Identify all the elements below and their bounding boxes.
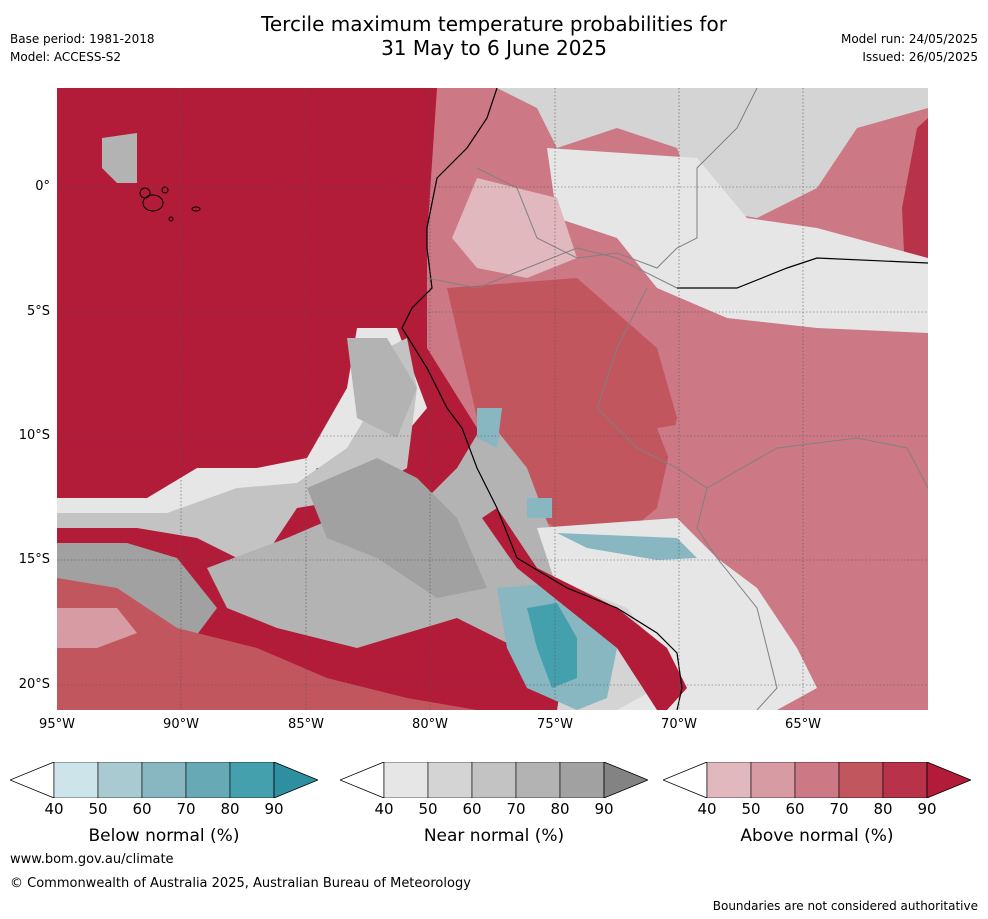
colorbar-extension-left (663, 762, 708, 798)
lon-tick-1: 90°W (163, 717, 199, 732)
galapagos-islands (139, 186, 201, 222)
probability-map (57, 88, 928, 710)
colorbar-extension-right (926, 762, 971, 798)
above-normal-band (447, 278, 677, 558)
title-line-1: Tercile maximum temperature probabilitie… (261, 12, 727, 36)
near-normal-ocean-core (307, 458, 487, 598)
colorbar-tick-label: 40 (44, 800, 64, 818)
lon-tick-2: 85°W (288, 717, 324, 732)
colorbar-tick-label: 60 (462, 800, 482, 818)
colorbar-extension-right (273, 762, 318, 798)
near-normal-northwest-patch (102, 133, 137, 183)
model-run: Model run: 24/05/2025 (840, 32, 978, 46)
colorbar-tick-label: 90 (594, 800, 614, 818)
colorbar-segment (427, 762, 473, 798)
colorbar-below-label: Below normal (%) (88, 826, 240, 846)
lon-tick-5: 70°W (661, 717, 697, 732)
footer-copyright: © Commonwealth of Australia 2025, Austra… (10, 876, 471, 891)
lon-tick-6: 65°W (785, 717, 821, 732)
meta-left: Base period: 1981-2018 Model: ACCESS-S2 (10, 30, 155, 66)
river-line (677, 257, 928, 289)
lat-tick-0: 0° (35, 179, 50, 194)
below-normal-core (527, 603, 577, 688)
colorbar-extension-right (603, 762, 648, 798)
colorbar-segment (706, 762, 752, 798)
colorbar-segment (229, 762, 275, 798)
colorbar-segment (882, 762, 928, 798)
colorbar-above-normal (663, 762, 971, 798)
model-name: Model: ACCESS-S2 (10, 50, 122, 64)
colorbar-tick-label: 80 (220, 800, 240, 818)
colorbar-tick-label: 90 (264, 800, 284, 818)
boundary-line-ecuador-peru (426, 247, 678, 289)
above-normal-coast-north (452, 178, 577, 278)
colorbar-segment (141, 762, 187, 798)
issued-date: Issued: 26/05/2025 (862, 50, 978, 64)
base-period: Base period: 1981-2018 (10, 32, 155, 46)
colorbar-tick-label: 70 (506, 800, 526, 818)
colorbar-tick-label: 50 (418, 800, 438, 818)
coastline (401, 88, 683, 710)
colorbar-extension-left (10, 762, 55, 798)
title-line-2: 31 May to 6 June 2025 (381, 36, 607, 60)
meta-right: Model run: 24/05/2025 Issued: 26/05/2025 (841, 30, 978, 66)
below-normal-patch-mid (527, 498, 552, 518)
lat-tick-4: 20°S (18, 677, 50, 692)
colorbar-tick-label: 70 (829, 800, 849, 818)
lon-tick-3: 80°W (412, 717, 448, 732)
colorbar-segment (97, 762, 143, 798)
below-normal-patch-north (477, 408, 502, 448)
above-normal-ocean-patch (57, 608, 137, 648)
boundary-line-bolivia (706, 437, 928, 489)
footer-url: www.bom.gov.au/climate (10, 852, 174, 867)
colorbar-tick-label: 60 (132, 800, 152, 818)
below-normal-coastal-band (557, 533, 697, 560)
colorbar-tick-label: 40 (697, 800, 717, 818)
colorbar-tick-label: 80 (873, 800, 893, 818)
colorbar-extension-left (340, 762, 385, 798)
colorbar-tick-label: 40 (374, 800, 394, 818)
colorbar-segment (838, 762, 884, 798)
lon-tick-0: 95°W (39, 717, 75, 732)
map-title: Tercile maximum temperature probabilitie… (0, 12, 988, 60)
boundary-line-north (476, 88, 758, 269)
colorbar-segment (515, 762, 561, 798)
colorbar-below-normal (10, 762, 318, 798)
colorbar-tick-label: 90 (917, 800, 937, 818)
near-normal-coast-lobe (347, 338, 417, 438)
above-normal-southeast (657, 388, 928, 648)
colorbar-segment (53, 762, 99, 798)
lon-tick-4: 75°W (537, 717, 573, 732)
lat-tick-1: 5°S (26, 304, 50, 319)
colorbar-tick-label: 80 (550, 800, 570, 818)
colorbar-near-label: Near normal (%) (423, 826, 565, 846)
colorbar-segment (750, 762, 796, 798)
colorbar-above-label: Above normal (%) (740, 826, 894, 846)
colorbar-segment (559, 762, 605, 798)
colorbar-tick-label: 50 (741, 800, 761, 818)
colorbar-segment (794, 762, 840, 798)
near-normal-north-central (547, 148, 928, 333)
colorbar-tick-label: 50 (88, 800, 108, 818)
colorbar-segment (383, 762, 429, 798)
near-normal-ocean-rim (57, 328, 427, 558)
above-normal-ocean-south (57, 578, 477, 710)
colorbar-near-normal (340, 762, 648, 798)
near-normal-ocean-band (57, 338, 417, 568)
colorbar-tick-label: 70 (176, 800, 196, 818)
above-normal-coast-strip (482, 508, 687, 710)
lat-tick-3: 15°S (18, 552, 50, 567)
graticule (57, 88, 928, 710)
colorbar-segment (185, 762, 231, 798)
lat-tick-2: 10°S (18, 428, 50, 443)
colorbar-segment (471, 762, 517, 798)
colorbar-tick-label: 60 (785, 800, 805, 818)
footer-note: Boundaries are not considered authoritat… (712, 899, 978, 913)
